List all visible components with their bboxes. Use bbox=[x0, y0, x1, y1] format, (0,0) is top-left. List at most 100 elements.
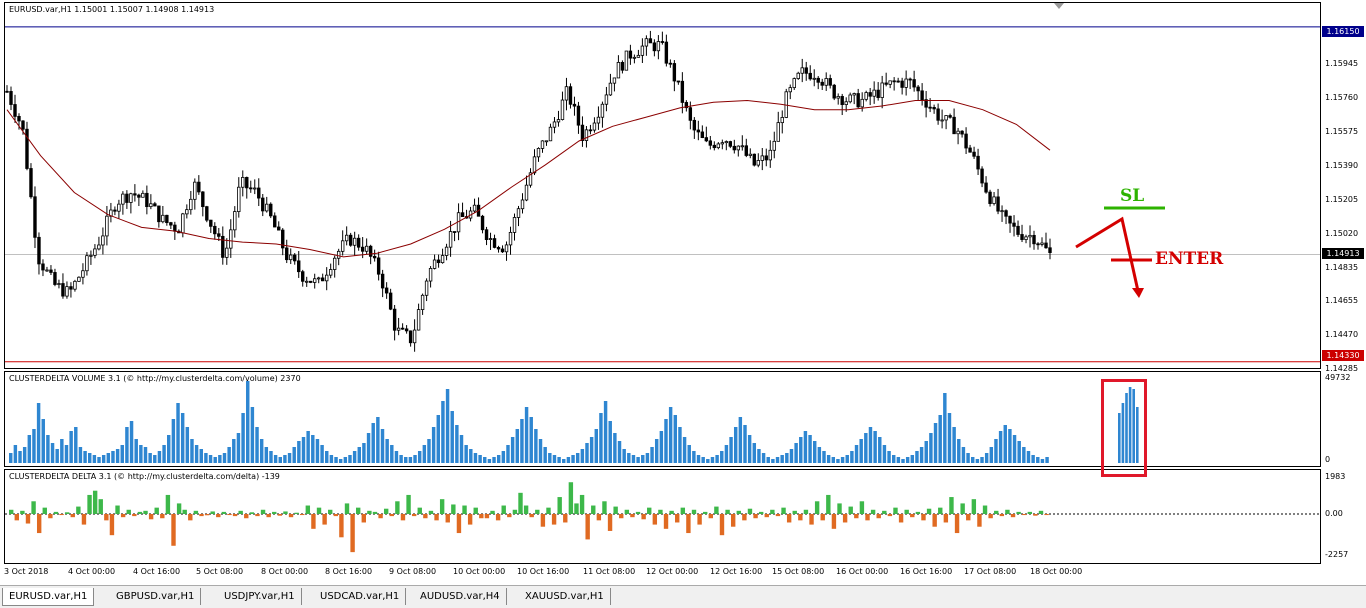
delta-bar bbox=[814, 501, 820, 514]
candle bbox=[97, 236, 101, 251]
delta-bar bbox=[36, 514, 42, 534]
candle bbox=[896, 77, 900, 83]
delta-bar bbox=[938, 507, 943, 514]
volume-bar bbox=[218, 455, 222, 463]
delta-bar bbox=[221, 511, 227, 514]
down-arrow-icon bbox=[1132, 288, 1144, 298]
candle bbox=[904, 70, 908, 96]
delta-bar bbox=[25, 514, 31, 524]
delta-bar bbox=[277, 514, 283, 516]
tab-usdcad-var-h1[interactable]: USDCAD.var,H1 bbox=[314, 588, 407, 605]
volume-bar bbox=[232, 439, 236, 463]
delta-bar bbox=[87, 494, 92, 514]
volume-bar bbox=[1008, 429, 1012, 463]
delta-bar bbox=[842, 514, 848, 523]
volume-bar bbox=[385, 439, 389, 463]
candle bbox=[496, 245, 501, 253]
candle bbox=[85, 252, 89, 276]
volume-bar bbox=[506, 445, 510, 463]
volume-bar bbox=[575, 453, 580, 463]
candle bbox=[41, 259, 45, 277]
volume-bar bbox=[980, 457, 984, 463]
candle bbox=[556, 110, 561, 127]
delta-indicator-pane[interactable]: CLUSTERDELTA DELTA 3.1 (© http://my.clus… bbox=[4, 469, 1321, 564]
candle bbox=[628, 44, 633, 65]
volume-bar bbox=[148, 453, 152, 463]
candle bbox=[532, 149, 537, 176]
delta-bar bbox=[367, 510, 372, 514]
volume-bar bbox=[143, 447, 148, 463]
volume-bar bbox=[854, 445, 859, 463]
volume-bar bbox=[441, 401, 445, 463]
candle bbox=[424, 278, 429, 302]
candle bbox=[81, 263, 85, 285]
volume-bar bbox=[524, 407, 529, 463]
time-tick-label: 12 Oct 16:00 bbox=[710, 567, 763, 576]
candle bbox=[572, 96, 577, 116]
volume-bar bbox=[938, 415, 942, 463]
candle bbox=[984, 176, 988, 194]
candle bbox=[1004, 209, 1008, 225]
candle bbox=[472, 198, 477, 213]
price-chart-canvas[interactable] bbox=[5, 3, 1321, 369]
delta-bar bbox=[300, 514, 305, 516]
tab-usdjpy-var-h1[interactable]: USDJPY.var,H1 bbox=[218, 588, 302, 605]
volume-bar bbox=[190, 439, 194, 463]
delta-bar bbox=[160, 514, 165, 519]
candle bbox=[9, 86, 13, 111]
highlighted-volume-bar bbox=[1136, 407, 1139, 463]
volume-bar bbox=[817, 447, 822, 463]
delta-bar bbox=[473, 507, 478, 514]
tab-gbpusd-var-h1[interactable]: GBPUSD.var,H1 bbox=[110, 588, 202, 605]
volume-bar bbox=[905, 457, 910, 463]
upper-level-label: 1.16150 bbox=[1322, 26, 1364, 37]
tab-audusd-var-h4[interactable]: AUDUSD.var,H4 bbox=[414, 588, 507, 605]
price-chart-pane[interactable]: EURUSD.var,H1 1.15001 1.15007 1.14908 1.… bbox=[4, 2, 1321, 369]
volume-bar bbox=[720, 451, 724, 463]
candle bbox=[273, 212, 277, 228]
candle bbox=[492, 234, 497, 249]
candle bbox=[241, 170, 245, 197]
price-tick-label: 1.15020 bbox=[1325, 228, 1359, 238]
candle bbox=[448, 220, 453, 257]
delta-bar bbox=[518, 492, 523, 514]
delta-bar bbox=[708, 514, 713, 519]
volume-bar bbox=[929, 433, 933, 463]
moving-average-line bbox=[6, 99, 1051, 258]
volume-bar bbox=[55, 449, 59, 463]
candle bbox=[992, 192, 996, 206]
volume-bar bbox=[799, 437, 803, 463]
candle bbox=[796, 71, 800, 80]
delta-bar bbox=[831, 514, 837, 529]
candle bbox=[932, 104, 936, 114]
candle bbox=[89, 250, 93, 265]
candle bbox=[828, 74, 832, 89]
volume-bar bbox=[687, 445, 691, 463]
tab-xauusd-var-h1[interactable]: XAUUSD.var,H1 bbox=[519, 588, 611, 605]
volume-bar bbox=[529, 417, 533, 463]
candle bbox=[33, 186, 37, 249]
volume-bar bbox=[747, 435, 752, 463]
volume-bar bbox=[408, 457, 413, 463]
volume-bar bbox=[50, 443, 55, 463]
volume-bar bbox=[608, 421, 612, 463]
volume-bar bbox=[92, 455, 97, 463]
delta-bar bbox=[512, 509, 518, 514]
delta-bar bbox=[523, 505, 529, 514]
candle bbox=[788, 84, 792, 100]
volume-max-label: 49732 bbox=[1325, 373, 1351, 382]
candle bbox=[792, 77, 796, 90]
delta-bar bbox=[607, 514, 613, 531]
candle bbox=[1028, 225, 1032, 248]
volume-bar bbox=[199, 449, 203, 463]
candle bbox=[165, 214, 169, 226]
candle bbox=[428, 266, 433, 288]
candle bbox=[121, 191, 125, 215]
tab-eurusd-var-h1[interactable]: EURUSD.var,H1 bbox=[2, 588, 95, 606]
volume-bar bbox=[501, 451, 506, 463]
volume-bar bbox=[301, 437, 306, 463]
volume-bar bbox=[678, 427, 682, 463]
chart-shift-marker-icon[interactable] bbox=[1054, 3, 1064, 9]
delta-bar bbox=[389, 514, 394, 517]
volume-bar bbox=[97, 457, 101, 463]
